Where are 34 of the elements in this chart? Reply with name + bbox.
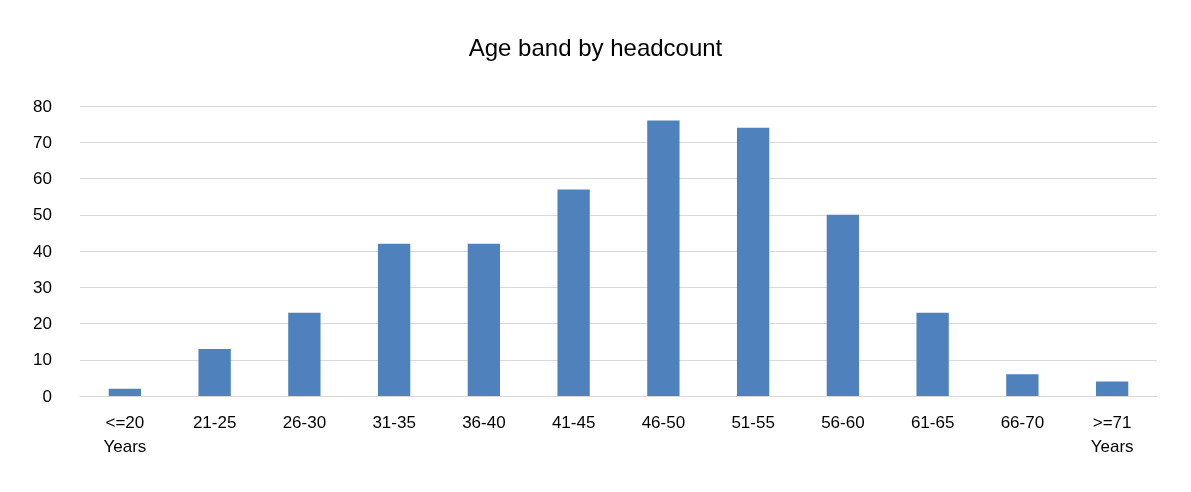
bar [557, 189, 590, 396]
x-tick-label: 41-45 [551, 412, 596, 432]
y-tick-label: 10 [33, 350, 52, 370]
x-tick-label: 61-65 [910, 412, 955, 432]
bar [1095, 381, 1129, 396]
bar [736, 127, 770, 396]
x-tick-label: 36-40 [462, 412, 506, 432]
bar [198, 348, 231, 396]
y-tick-label: 50 [33, 205, 52, 225]
x-tick-label: 46-50 [641, 412, 686, 432]
bar [916, 312, 949, 396]
x-tick-label: 26-30 [282, 412, 327, 432]
bar [108, 388, 142, 396]
bar [1006, 374, 1039, 396]
bar [377, 243, 411, 396]
bar [647, 120, 680, 396]
x-tick-label: <=20 Years [103, 412, 147, 456]
y-tick-label: 70 [33, 132, 52, 152]
y-tick-label: 80 [33, 96, 52, 116]
bar [288, 312, 321, 396]
x-tick-label: 66-70 [1000, 412, 1045, 432]
chart-title: Age band by headcount [468, 33, 723, 61]
bar [826, 214, 860, 396]
x-tick-label: 51-55 [731, 412, 775, 432]
x-tick-label: 56-60 [821, 412, 865, 432]
y-tick-label: 0 [42, 386, 52, 406]
y-tick-label: 60 [33, 169, 52, 188]
x-tick-label: 21-25 [192, 412, 237, 432]
y-tick-label: 20 [33, 314, 52, 333]
x-tick-label: 31-35 [372, 412, 416, 432]
y-tick-label: 30 [33, 277, 52, 297]
y-tick-label: 40 [33, 241, 52, 261]
x-tick-label: >=71 Years [1090, 412, 1134, 456]
bar [467, 243, 501, 396]
